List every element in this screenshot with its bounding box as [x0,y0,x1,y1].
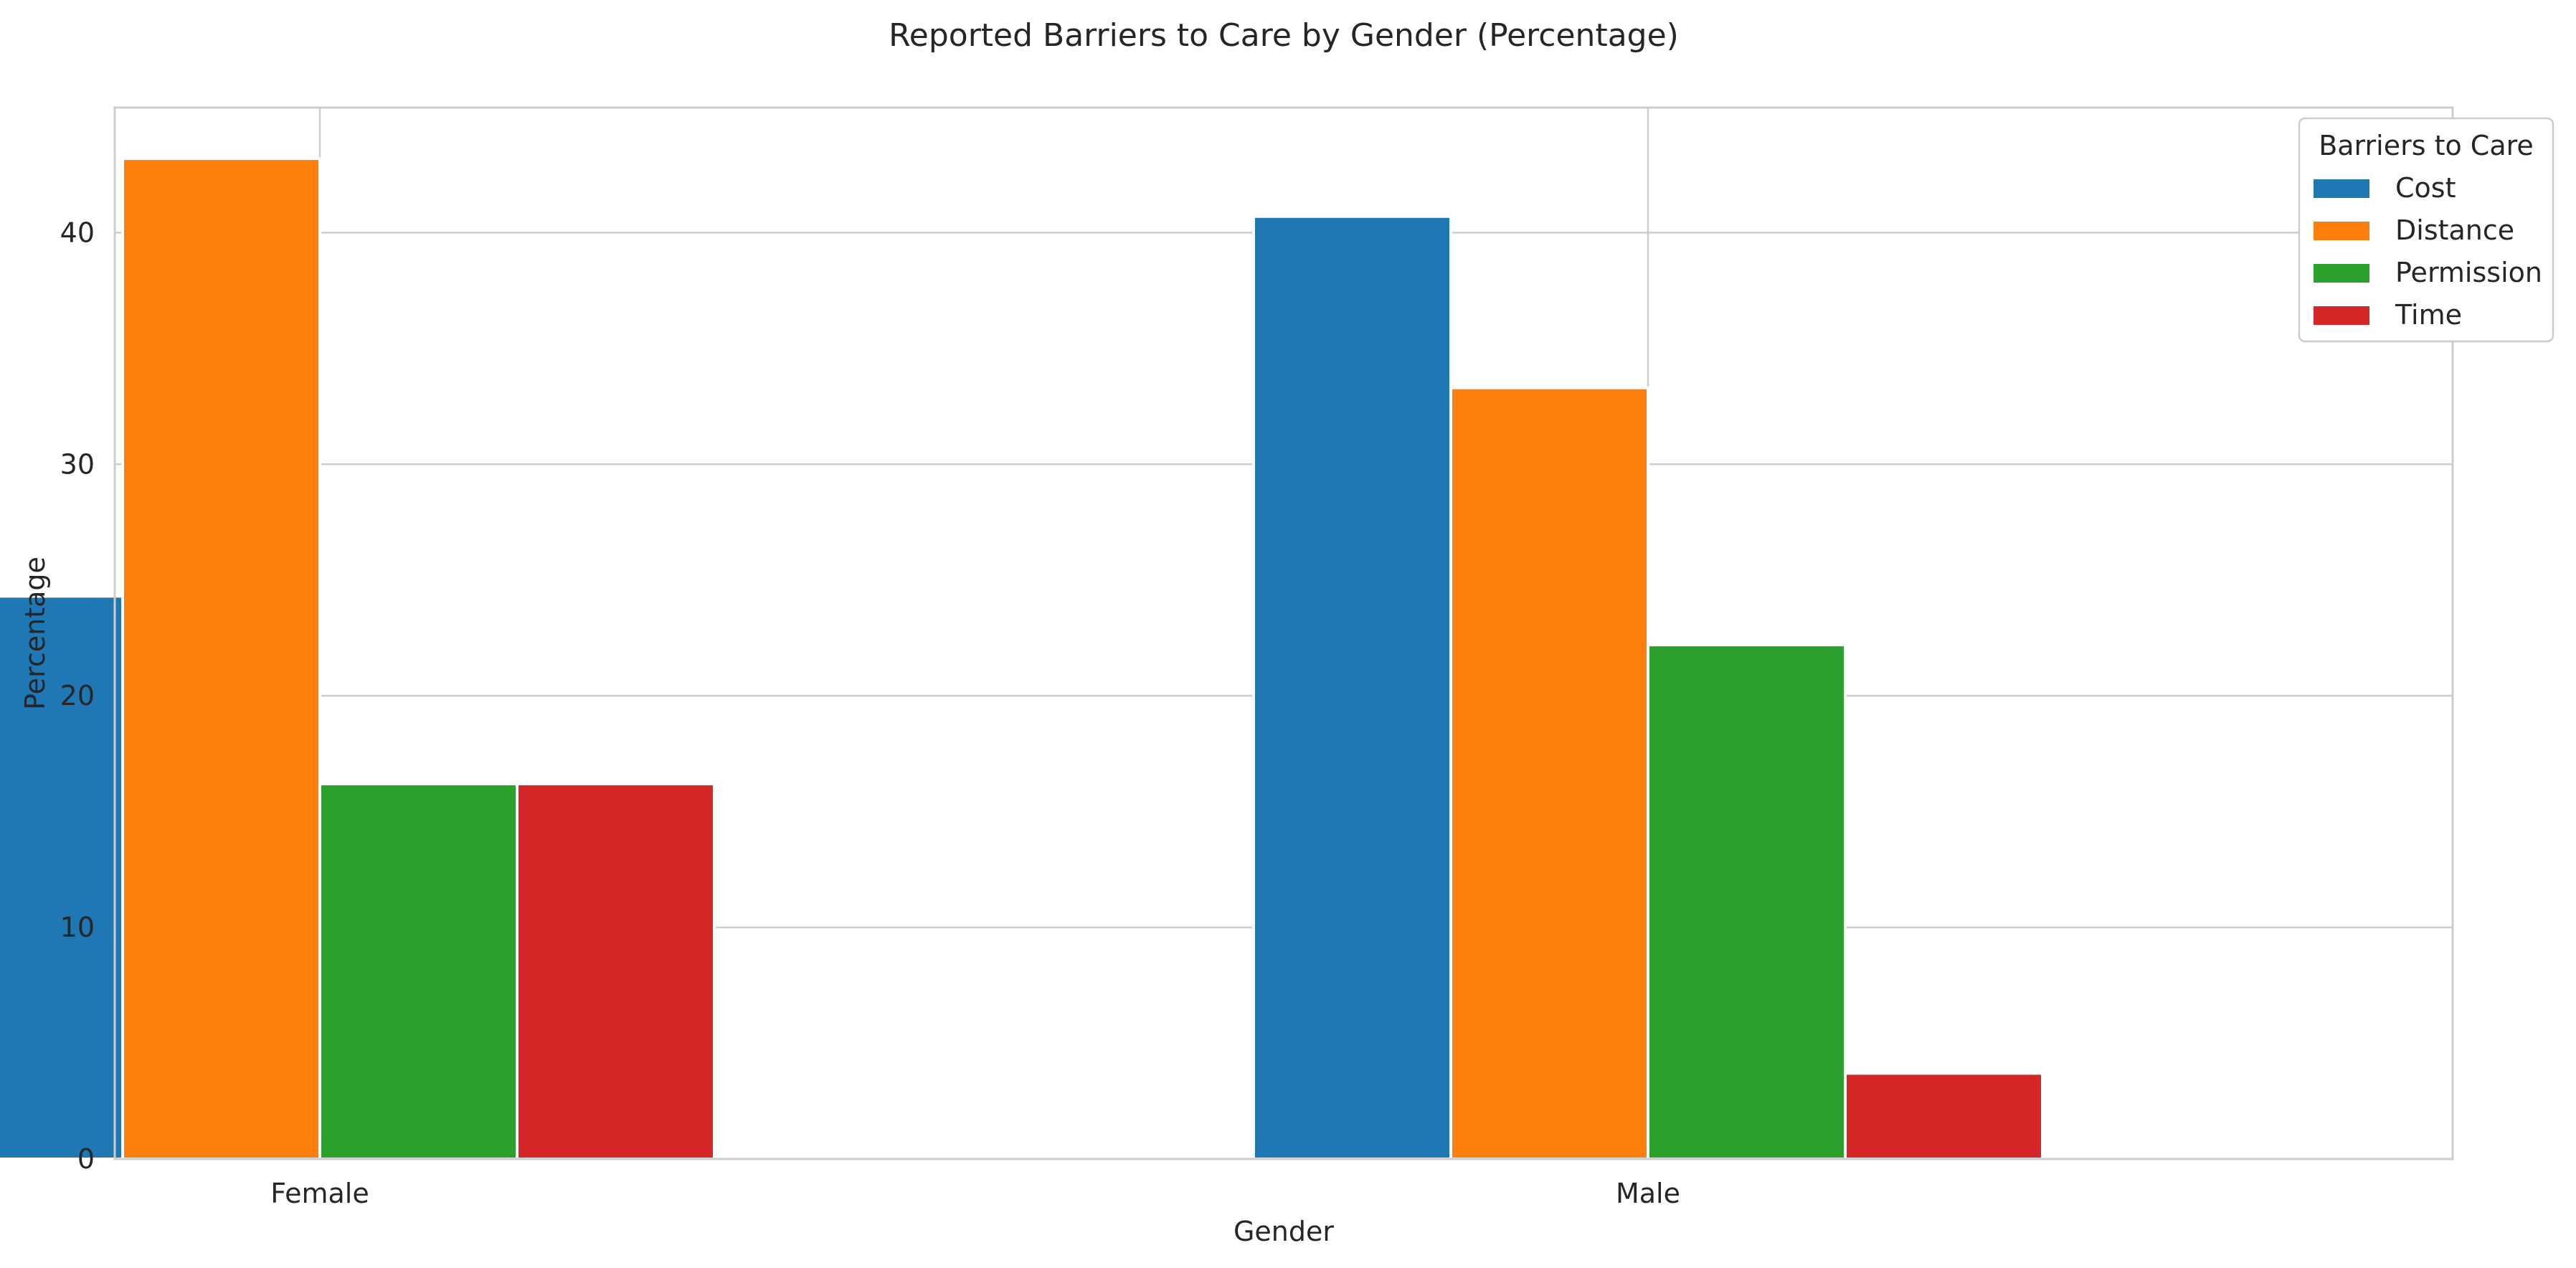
legend-swatch [2314,264,2369,283]
x-tick-label: Male [1616,1178,1680,1209]
legend-box [2298,117,2554,343]
x-axis-label: Gender [1233,1216,1334,1247]
bar-male-cost [1252,214,1452,1161]
legend-label: Cost [2395,172,2456,204]
bar-female-distance [121,157,321,1160]
y-tick-label: 40 [60,217,95,248]
x-tick-label: Female [270,1178,369,1209]
x-ticks: Female Male [270,1178,1680,1209]
y-axis-label: Percentage [19,557,51,710]
bar-male-distance [1449,386,1649,1161]
plot-frame [113,106,2454,1160]
bar-male-time [1844,1071,2044,1160]
legend-swatch [2314,222,2369,240]
legend-title: Barriers to Care [2319,130,2534,161]
legend-swatch [2314,179,2369,198]
bar-female-permission [318,782,518,1160]
y-tick-label: 10 [60,912,95,943]
legend-swatch [2314,306,2369,325]
legend-label: Time [2395,299,2462,331]
y-tick-label: 0 [77,1143,95,1175]
legend-items: Cost Distance Permission Time [2314,172,2542,331]
legend-label: Distance [2395,214,2514,246]
y-tick-label: 30 [60,448,95,480]
y-tick-label: 20 [60,680,95,711]
legend-label: Permission [2395,257,2542,288]
legend: Barriers to Care Cost Distance Permission T… [2298,117,2554,343]
bar-female-time [516,782,716,1160]
chart-title: Reported Barriers to Care by Gender (Per… [889,17,1679,54]
bars [0,157,2044,1161]
bar-male-permission [1647,643,1847,1160]
y-ticks: 0 10 20 30 40 [60,217,95,1175]
bar-female-cost [0,595,124,1160]
